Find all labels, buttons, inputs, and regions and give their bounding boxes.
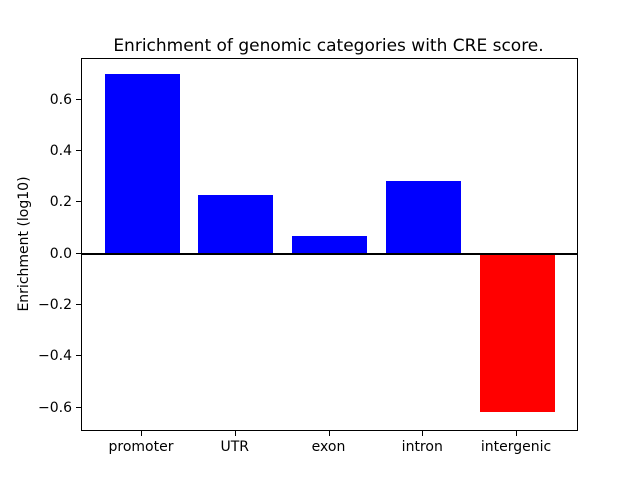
y-tick-mark (76, 252, 81, 254)
bar-exon (292, 235, 367, 254)
zero-line (82, 252, 577, 255)
x-tick-mark (422, 431, 424, 436)
y-tick-label: −0.2 (38, 297, 72, 314)
x-tick-label-UTR: UTR (220, 439, 250, 455)
y-tick-label: 0.0 (49, 245, 72, 262)
x-tick-label-exon: exon (311, 439, 346, 455)
y-tick-mark (76, 150, 81, 152)
y-tick-label: −0.4 (38, 348, 72, 365)
y-tick-mark (76, 406, 81, 408)
plot-area (81, 58, 578, 431)
bar-intron (385, 180, 461, 254)
x-tick-label-intergenic: intergenic (480, 439, 552, 455)
y-tick-mark (76, 304, 81, 306)
y-tick-mark (76, 98, 81, 100)
x-tick-label-intron: intron (401, 439, 443, 455)
bar-UTR (198, 194, 274, 254)
y-tick-mark (76, 355, 81, 357)
x-tick-mark (141, 431, 142, 436)
y-tick-mark (76, 201, 81, 203)
x-tick-label-promoter: promoter (108, 439, 174, 455)
y-tick-label: 0.6 (49, 91, 72, 108)
bar-intergenic (479, 253, 555, 412)
chart-title: Enrichment of genomic categories with CR… (113, 36, 544, 56)
y-tick-label: 0.2 (49, 194, 72, 211)
y-tick-label: 0.4 (49, 143, 72, 160)
x-tick-mark (234, 431, 236, 436)
y-tick-label: −0.6 (38, 399, 72, 416)
bar-promoter (104, 74, 180, 254)
x-tick-mark (328, 431, 330, 436)
x-tick-mark (516, 431, 517, 436)
